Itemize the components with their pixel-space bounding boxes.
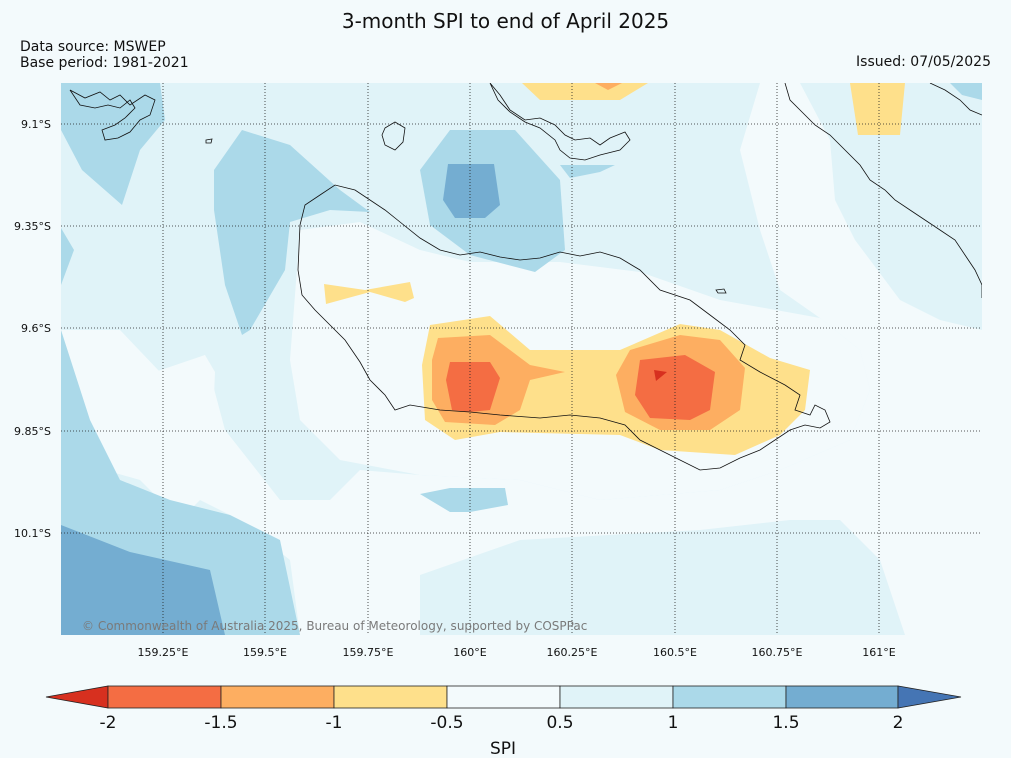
spi-near-normal-zone-east (61, 83, 982, 635)
map-title: 3-month SPI to end of April 2025 (341, 9, 670, 33)
colorbar-segment (220, 685, 335, 709)
spi-dry-zone-west (324, 282, 414, 304)
latitude-labels: 9.1°S 9.35°S 9.6°S 9.85°S 10.1°S (14, 118, 51, 540)
colorbar-extend-high (897, 685, 962, 709)
graticule (61, 83, 982, 635)
copyright-notice: © Commonwealth of Australia 2025, Bureau… (82, 619, 587, 633)
map-area: © Commonwealth of Australia 2025, Bureau… (61, 83, 982, 635)
base-period-text: Base period: 1981-2021 (20, 55, 189, 71)
spi-wet-zone-south (420, 488, 508, 512)
colorbar-ticks: -2 -1.5 -1 -0.5 0.5 1 1.5 2 (100, 713, 904, 733)
colorbar-tick: -0.5 (430, 713, 463, 733)
spi-very-wet-zone-north (443, 164, 500, 218)
coastline-east-island (784, 83, 982, 298)
lon-label: 159.25°E (138, 646, 189, 659)
lon-label: 160.25°E (547, 646, 598, 659)
spi-dry-zone-north (522, 83, 648, 100)
longitude-labels: 159.25°E 159.5°E 159.75°E 160°E 160.25°E… (138, 646, 896, 659)
colorbar-segment (559, 685, 674, 709)
spi-severely-dry-zone-west (446, 362, 500, 412)
spi-wet-zone-northwest (61, 83, 165, 205)
spi-wet-zone-west-center (214, 130, 370, 335)
lon-label: 160.75°E (752, 646, 803, 659)
lat-label: 9.6°S (21, 322, 51, 335)
spi-dry-zone-northeast (850, 83, 905, 135)
coastline-main-island (297, 184, 831, 471)
coastline-east-islet-far (929, 83, 982, 116)
coastline-islet-small (715, 288, 727, 294)
data-source-text: Data source: MSWEP (20, 39, 166, 55)
lat-label: 9.1°S (21, 118, 51, 131)
coastline-islet-north (381, 121, 406, 151)
spi-wet-zone-west-edge (61, 228, 74, 285)
colorbar-tick: -1 (326, 713, 343, 733)
coastline-northwest-island (69, 89, 156, 141)
coastline-islet-tiny (205, 138, 213, 144)
colorbar-tick: 2 (893, 713, 904, 733)
lat-label: 9.85°S (14, 425, 51, 438)
spi-extreme-dry-zone (654, 370, 667, 381)
colorbar-tick: 1 (668, 713, 679, 733)
spi-very-wet-zone-southwest (61, 525, 225, 635)
spi-wet-zone-northeast-small (560, 165, 615, 178)
colorbar-tick: -2 (100, 713, 117, 733)
colorbar-segment (107, 685, 222, 709)
coastline-north-island (489, 83, 631, 161)
spi-wet-zone-northeast (950, 83, 982, 100)
colorbar-tick: -1.5 (204, 713, 237, 733)
colorbar-label: SPI (490, 739, 516, 758)
metadata-left: Data source: MSWEP Base period: 1981-202… (20, 39, 189, 71)
issued-date: Issued: 07/05/2025 (856, 54, 991, 70)
lat-label: 9.35°S (14, 220, 51, 233)
colorbar-segment (672, 685, 787, 709)
lon-label: 160.5°E (653, 646, 697, 659)
lat-label: 10.1°S (14, 527, 51, 540)
colorbar-tick: 0.5 (546, 713, 573, 733)
lon-label: 161°E (862, 646, 895, 659)
colorbar (45, 685, 962, 709)
colorbar-segment (785, 685, 899, 709)
coastlines (69, 83, 982, 471)
colorbar-segment (446, 685, 561, 709)
colorbar-segment (333, 685, 448, 709)
spi-drier-zone-north-tip (595, 83, 622, 90)
colorbar-extend-low (45, 685, 109, 709)
lon-label: 159.75°E (343, 646, 394, 659)
colorbar-tick: 1.5 (772, 713, 799, 733)
lon-label: 159.5°E (243, 646, 287, 659)
lon-label: 160°E (453, 646, 486, 659)
